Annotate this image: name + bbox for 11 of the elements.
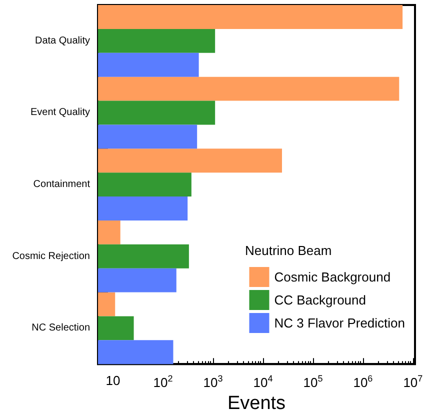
legend-label: CC Background	[274, 292, 366, 308]
legend-title: Neutrino Beam	[245, 243, 332, 258]
x-tick-label: 10	[106, 373, 120, 388]
y-tick-label: Data Quality	[34, 35, 90, 46]
y-tick-label: Cosmic Rejection	[12, 250, 90, 262]
y-tick-label: Event Quality	[30, 107, 90, 118]
y-tick-label: NC Selection	[32, 322, 90, 334]
legend-label: Cosmic Background	[274, 270, 391, 284]
x-axis-title: Events	[227, 393, 286, 414]
legend-label: NC 3 Flavor Prediction	[274, 316, 406, 330]
y-tick-label: Containment	[33, 179, 90, 190]
